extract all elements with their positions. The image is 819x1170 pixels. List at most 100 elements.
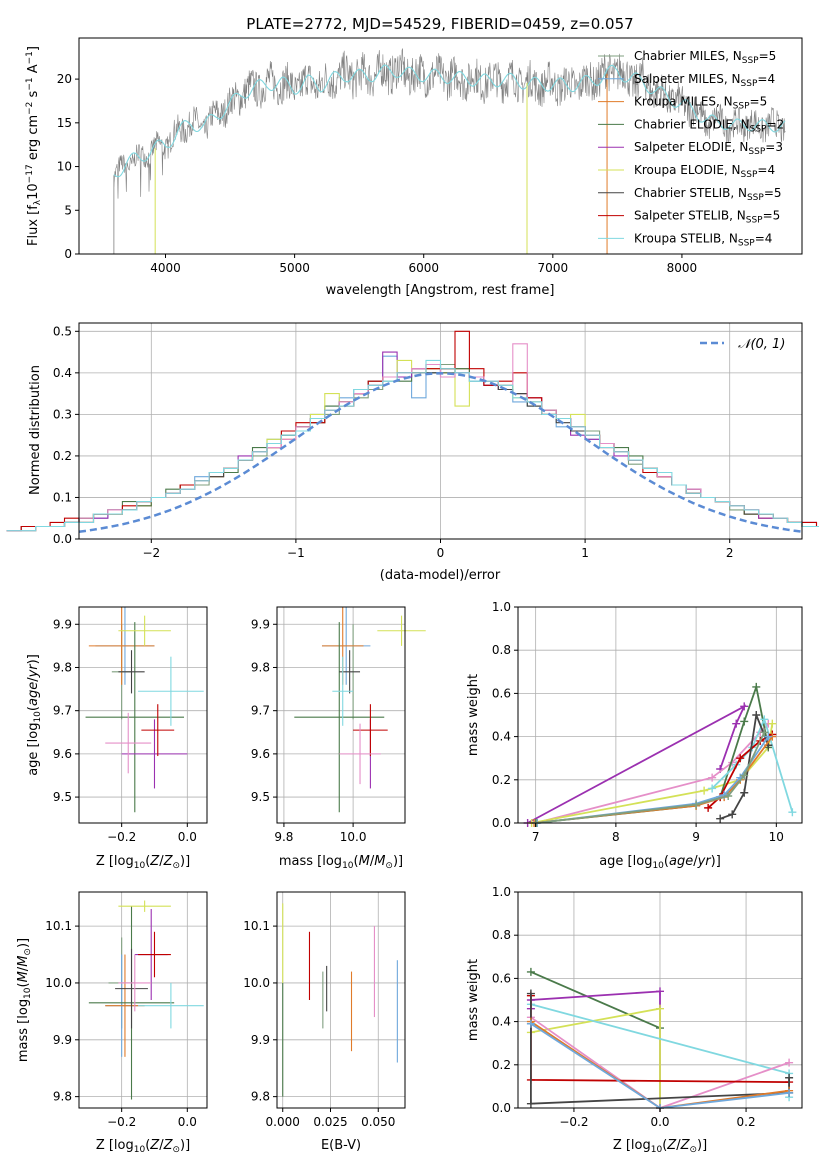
normal-curve-legend-label: 𝒩(0, 1) [738, 337, 785, 352]
legend-subscript: SSP [750, 124, 767, 134]
massZ-axes: −0.2 0.0 9.8 9.9 10.0 10.1 [45, 891, 208, 1129]
legend-entry: Chabrier ELODIE, NSSP=2 [634, 117, 784, 134]
wZ-ytick-label: 0.8 [492, 928, 511, 942]
weight-age-ylabel: mass weight [466, 674, 481, 756]
ageM-data [294, 607, 426, 813]
wAge-plus-marker [752, 682, 761, 691]
spectrum-axes: 4000 5000 6000 7000 8000 0 5 10 15 20 [57, 37, 803, 275]
legend-entry: Salpeter ELODIE, NSSP=3 [634, 140, 783, 157]
wZ-xtick-label: −0.2 [559, 1115, 588, 1129]
spectrum-xtick-label: 6000 [408, 261, 439, 275]
wAge-ytick-label: 0.2 [492, 773, 511, 787]
massZ-ytick-label: 9.8 [53, 1090, 72, 1104]
ageZ-ytick-label: 9.9 [53, 617, 72, 631]
residual-ylabel: Normed distribution [28, 365, 43, 495]
wAge-plus-marker [700, 786, 709, 795]
residual-data [6, 330, 819, 533]
massZ-xtick-label: −0.2 [107, 1115, 136, 1129]
wAge-ytick-label: 0.0 [492, 816, 511, 830]
spectrum-plot: 4000 5000 6000 7000 8000 0 5 10 15 20 [57, 37, 803, 275]
wAge-plus-marker [732, 719, 741, 728]
wAge-plus-marker [708, 784, 717, 793]
wZ-plus-marker [785, 1058, 794, 1067]
massZ-data [88, 900, 204, 1100]
residual-xlabel: (data-model)/error [380, 568, 501, 583]
legend-subscript: SSP [742, 56, 759, 66]
residual-xtick-label: −2 [142, 546, 160, 560]
observed-spectrum-line [113, 48, 786, 199]
spectrum-xtick-label: 5000 [279, 261, 310, 275]
legend-value: =5 [750, 95, 768, 109]
legend-value: =5 [763, 209, 781, 223]
wAge-frame [517, 606, 803, 824]
legend-value: =3 [765, 140, 783, 154]
spectrum-ytick-label: 0 [64, 247, 72, 261]
age-vs-mass-plot: 9.8 10.0 9.5 9.6 9.7 9.8 9.9 [251, 606, 426, 844]
ageZ-ytick-label: 9.8 [53, 660, 72, 674]
wAge-plus-marker [692, 800, 701, 809]
spectrum-frame [78, 37, 803, 255]
wAge-plus-marker [752, 711, 761, 719]
wZ-plus-marker [526, 967, 535, 976]
residual-legend: 𝒩(0, 1) [700, 337, 785, 352]
model-spectrum-line [113, 64, 786, 178]
wAge-xtick-label: 8 [612, 830, 620, 844]
residual-xtick-label: 2 [726, 546, 734, 560]
massZ-errorbar-point [118, 954, 152, 1012]
residual-ytick-label: 0.0 [53, 532, 72, 546]
spectrum-ytick-label: 10 [57, 160, 72, 174]
spectrum-ylabel: Flux [fλ10−17 erg cm−2 s−1 A−1] [25, 46, 43, 246]
weight-z-ylabel: mass weight [466, 959, 481, 1041]
mass-ebv-xlabel: E(B-V) [321, 1138, 361, 1153]
weight-age-xlabel: age [log10(age/yr)] [599, 854, 721, 871]
age-z-xlabel: Z [log10(Z/Z⊙)] [96, 854, 190, 871]
massZ-errorbar-point [138, 982, 204, 1029]
massZ-errorbar-point [138, 931, 171, 978]
legend-value: =5 [764, 186, 782, 200]
massZ-ytick-label: 10.1 [45, 919, 72, 933]
wAge-plus-marker [740, 702, 749, 711]
ageM-ytick-label: 9.6 [251, 747, 270, 761]
wAge-ytick-label: 1.0 [492, 600, 511, 614]
wZ-xtick-label: 0.0 [650, 1115, 669, 1129]
weight-vs-age-panel: 7 8 9 10 0.0 0.2 0.4 0.6 0.8 1.0 age [log10(age/y… [466, 600, 803, 871]
ageZ-ytick-label: 9.6 [53, 747, 72, 761]
legend-subscript: SSP [733, 102, 750, 112]
ageZ-ytick-label: 9.5 [53, 790, 72, 804]
legend-entry: Kroupa STELIB, NSSP=4 [634, 231, 772, 248]
ageM-ytick-label: 9.9 [251, 617, 270, 631]
ageZ-errorbar-point [105, 712, 152, 774]
wZ-ytick-label: 0.2 [492, 1058, 511, 1072]
spectrum-panel: PLATE=2772, MJD=54529, FIBERID=0459, z=0… [25, 15, 803, 298]
spectrum-xtick-label: 8000 [667, 261, 698, 275]
spectrum-ytick-label: 15 [57, 116, 72, 130]
ageM-ytick-label: 9.7 [251, 704, 270, 718]
wAge-plus-marker [740, 771, 749, 780]
massE-axes: 0.000 0.025 0.050 9.8 9.9 10.0 10.1 [243, 891, 406, 1129]
wZ-ytick-label: 0.0 [492, 1101, 511, 1115]
ageM-errorbar-point [339, 723, 381, 785]
massE-xtick-label: 0.050 [361, 1115, 395, 1129]
ageZ-errorbar-point [118, 615, 171, 646]
legend-value: =5 [759, 49, 777, 63]
wAge-xtick-label: 9 [692, 830, 700, 844]
wAge-ytick-label: 0.8 [492, 643, 511, 657]
massZ-errorbar-point [118, 900, 171, 912]
massE-ytick-label: 10.1 [243, 919, 270, 933]
wZ-ytick-label: 0.6 [492, 971, 511, 985]
weight-vs-metallicity-plot: −0.2 0.0 0.2 0.0 0.2 0.4 0.6 0.8 1.0 [492, 885, 803, 1129]
residual-xtick-label: 0 [437, 546, 445, 560]
residual-axes: −2 −1 0 1 2 0.0 0.1 0.2 0.3 0.4 0.5 [53, 322, 803, 560]
residual-histogram-plot: −2 −1 0 1 2 0.0 0.1 0.2 0.3 0.4 0.5 [6, 322, 819, 560]
age-vs-metallicity-panel: −0.2 0.0 9.5 9.6 9.7 9.8 9.9 Z [log10(Z/Z⊙)] a… [26, 606, 208, 871]
wZ-xtick-label: 0.2 [737, 1115, 756, 1129]
ageZ-axes: −0.2 0.0 9.5 9.6 9.7 9.8 9.9 [53, 606, 208, 844]
massZ-errorbar-point [115, 948, 148, 1029]
ageM-axes: 9.8 10.0 9.5 9.6 9.7 9.8 9.9 [251, 606, 406, 844]
massZ-frame [78, 891, 208, 1109]
massE-ytick-label: 10.0 [243, 976, 270, 990]
wAge-ytick-label: 0.6 [492, 686, 511, 700]
legend-entry: Chabrier STELIB, NSSP=5 [634, 186, 782, 203]
wAge-plus-marker [760, 728, 769, 737]
ageM-errorbar-point [353, 704, 388, 757]
